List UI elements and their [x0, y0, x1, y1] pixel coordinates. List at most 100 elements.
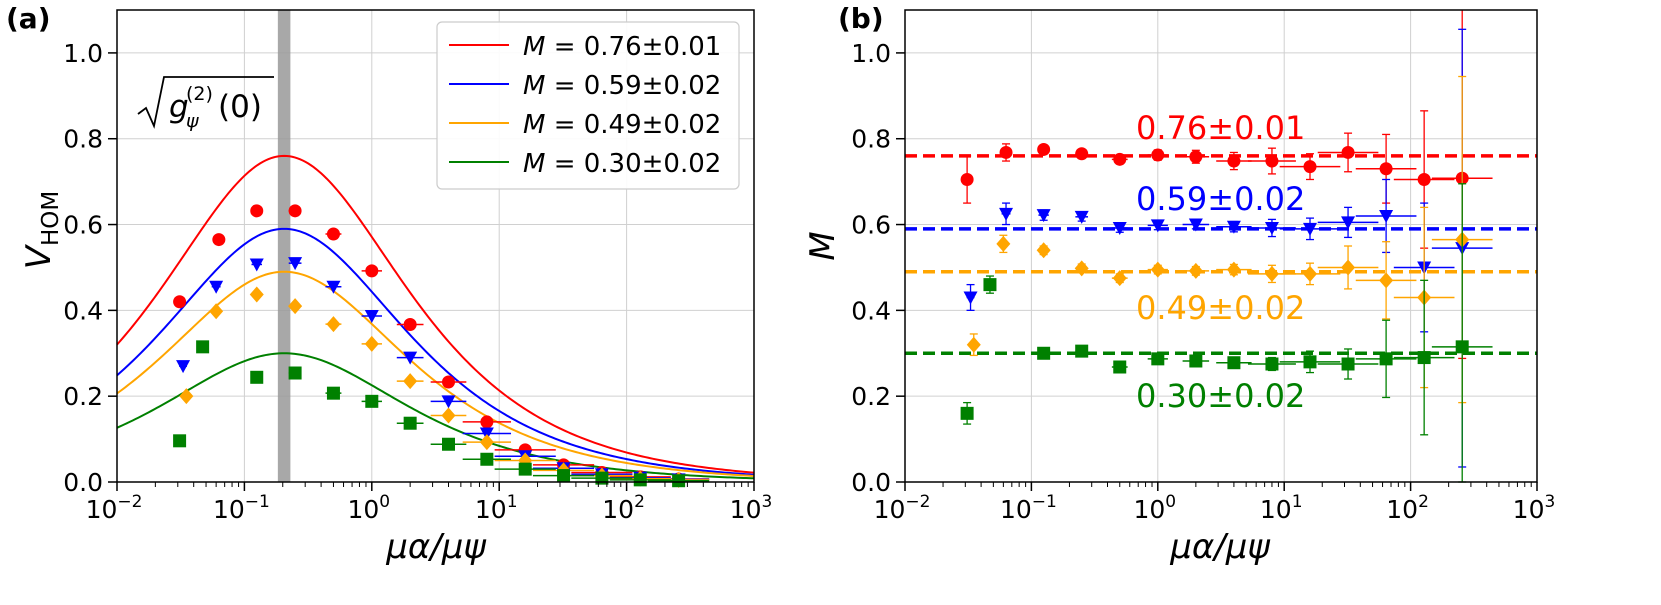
- data-point: [966, 336, 981, 353]
- panel-a-xlabel: μα/μψ: [385, 527, 486, 567]
- data-point: [1150, 219, 1165, 233]
- data-point: [326, 280, 341, 294]
- panel-a-fit-curves: [116, 154, 755, 480]
- data-point: [1112, 221, 1127, 235]
- legend-label-076: M = 0.76±0.01: [523, 32, 721, 62]
- data-point: [518, 462, 532, 476]
- data-point: [999, 145, 1013, 159]
- y-tick-label: 0.0: [851, 468, 891, 497]
- data-point: [250, 370, 264, 384]
- fit-curve: [116, 352, 755, 480]
- y-tick-label: 0.8: [63, 125, 103, 154]
- panel-a-vertical-band: [277, 10, 291, 482]
- x-tick-label: 100: [347, 492, 390, 524]
- data-point: [1341, 357, 1355, 371]
- legend-box: [436, 21, 740, 190]
- data-point: [1074, 210, 1089, 224]
- data-point: [1265, 357, 1279, 371]
- data-point: [1379, 272, 1394, 289]
- x-tick-label: 102: [602, 492, 645, 524]
- data-point: [1379, 209, 1394, 223]
- data-point: [1075, 147, 1089, 161]
- x-tick-label: 103: [730, 492, 773, 524]
- data-point: [1264, 221, 1279, 235]
- data-point: [173, 295, 187, 309]
- data-point: [1303, 160, 1317, 174]
- data-point: [963, 291, 978, 305]
- data-point: [1303, 265, 1318, 282]
- data-point: [1189, 150, 1203, 164]
- data-point: [326, 386, 340, 400]
- data-point: [1264, 265, 1279, 282]
- data-point: [212, 233, 226, 247]
- data-point: [326, 227, 340, 241]
- data-point: [633, 473, 647, 487]
- data-point: [1151, 352, 1165, 366]
- y-tick-label: 0.6: [851, 211, 891, 240]
- b-annotation-049: 0.49±0.02: [1136, 289, 1305, 327]
- data-point: [365, 394, 379, 408]
- data-point: [1036, 209, 1051, 223]
- annotation-arg: (0): [218, 89, 262, 125]
- x-tick-label: 10−2: [874, 492, 931, 524]
- panel-a-ylabel: V HOM: [19, 191, 64, 270]
- data-point: [557, 469, 571, 483]
- data-point: [1226, 220, 1241, 234]
- data-point: [1341, 216, 1356, 230]
- b-annotation-030: 0.30±0.02: [1136, 377, 1305, 415]
- data-point: [1417, 172, 1431, 186]
- data-point: [672, 474, 686, 488]
- x-tick-label: 100: [1133, 492, 1176, 524]
- panel-b-ticks: 10−2 10−1 100 101 102 103 0.0 0.2 0.4 0.6 0.8 1.0: [851, 39, 1555, 524]
- panel-a-ticks: 10−2 10−1 100 101 102 103 0.0 0.2 0.4 0.6 0.8 1.0: [63, 39, 772, 524]
- data-point: [365, 264, 379, 278]
- data-point: [403, 318, 417, 332]
- x-tick-label: 10−2: [86, 492, 143, 524]
- y-tick-label: 0.2: [63, 382, 103, 411]
- data-point: [960, 172, 974, 186]
- data-point: [441, 407, 456, 424]
- data-point: [1188, 218, 1203, 232]
- panel-label-a: (a): [6, 2, 51, 35]
- data-point: [1341, 145, 1355, 159]
- data-point: [1226, 261, 1241, 278]
- data-point: [1037, 142, 1051, 156]
- data-point: [249, 258, 264, 272]
- data-point: [288, 298, 303, 315]
- legend-label-030: M = 0.30±0.02: [523, 149, 721, 179]
- panel-b-grid: [905, 10, 1537, 482]
- x-tick-label: 10−1: [1000, 492, 1057, 524]
- data-point: [403, 416, 417, 430]
- data-point: [209, 280, 224, 294]
- data-point: [479, 427, 494, 441]
- panel-a-ylabel-v: V: [19, 243, 59, 269]
- data-point: [996, 235, 1011, 252]
- data-point: [1227, 356, 1241, 370]
- data-point: [403, 373, 418, 390]
- y-tick-label: 1.0: [63, 39, 103, 68]
- data-point: [1379, 162, 1393, 176]
- fit-curve: [116, 154, 755, 474]
- data-point: [1037, 346, 1051, 360]
- data-point: [1227, 154, 1241, 168]
- b-annotation-076: 0.76±0.01: [1136, 109, 1305, 147]
- fit-curve: [116, 270, 755, 477]
- data-point: [480, 452, 494, 466]
- data-point: [288, 204, 302, 218]
- data-point: [960, 406, 974, 420]
- panel-b-ylabel: M: [803, 231, 843, 260]
- annotation-sup: (2): [186, 83, 213, 105]
- data-point: [364, 335, 379, 352]
- data-point: [1150, 261, 1165, 278]
- y-tick-label: 0.2: [851, 382, 891, 411]
- data-point: [1417, 351, 1431, 365]
- data-point: [1075, 344, 1089, 358]
- data-point: [288, 257, 303, 271]
- legend: M = 0.76±0.01 M = 0.59±0.02 M = 0.49±0.0…: [436, 21, 740, 190]
- data-point: [176, 360, 191, 374]
- data-point: [441, 395, 456, 409]
- data-point: [1074, 260, 1089, 277]
- data-point: [1265, 154, 1279, 168]
- x-tick-label: 101: [1260, 492, 1303, 524]
- panel-a-frame: [116, 9, 755, 483]
